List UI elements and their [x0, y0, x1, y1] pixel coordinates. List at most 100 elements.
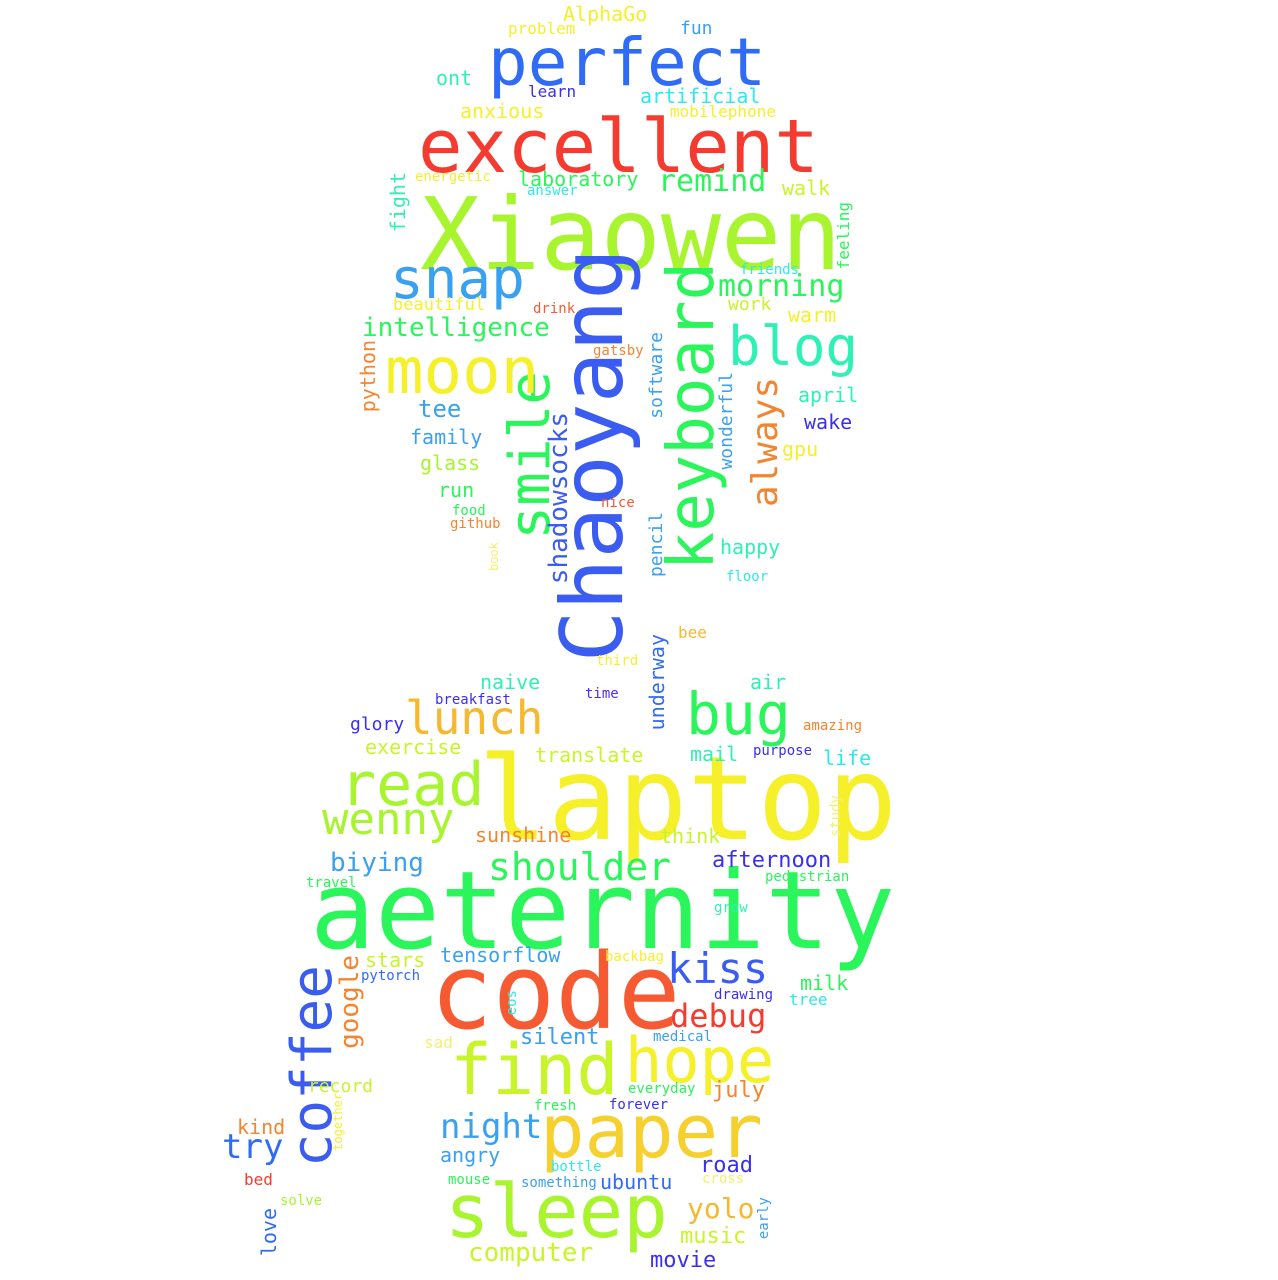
word-tensorflow: tensorflow	[440, 943, 561, 967]
word-eos: eos	[504, 990, 520, 1016]
word-bottle: bottle	[551, 1159, 602, 1175]
word-music: music	[680, 1224, 747, 1249]
word-afternoon: afternoon	[712, 848, 832, 873]
word-beautiful: beautiful	[393, 295, 486, 315]
word-exercise: exercise	[365, 735, 462, 759]
word-alphago: AlphaGo	[563, 2, 648, 26]
word-work: work	[728, 294, 772, 315]
word-software: software	[646, 332, 667, 419]
word-record: record	[308, 1076, 374, 1097]
word-life: life	[823, 746, 872, 770]
word-problem: problem	[508, 19, 576, 38]
word-ont: ont	[436, 66, 473, 90]
word-github: github	[450, 516, 501, 532]
word-laboratory: laboratory	[518, 167, 639, 191]
word-amazing: amazing	[803, 718, 863, 734]
word-family: family	[410, 425, 483, 449]
word-glass: glass	[420, 451, 481, 475]
word-mail: mail	[690, 742, 739, 766]
word-shadowsocks: shadowsocks	[544, 412, 574, 585]
word-mobilephone: mobilephone	[670, 102, 776, 121]
word-together: together	[331, 1093, 345, 1151]
word-morning: morning	[718, 269, 845, 304]
word-intelligence: intelligence	[362, 313, 550, 343]
word-forever: forever	[609, 1097, 669, 1113]
word-book: book	[487, 542, 501, 571]
word-third: third	[596, 653, 639, 669]
word-food: food	[452, 503, 486, 519]
word-hope: hope	[625, 1024, 775, 1097]
word-pytorch: pytorch	[361, 968, 421, 984]
word-walk: walk	[782, 176, 831, 200]
word-answer: answer	[527, 183, 578, 199]
word-night: night	[440, 1107, 543, 1147]
word-purpose: purpose	[753, 743, 813, 759]
word-read: read	[340, 750, 485, 820]
word-kiss: kiss	[667, 944, 769, 993]
word-always: always	[745, 377, 786, 508]
word-think: think	[660, 824, 721, 848]
word-find: find	[450, 1029, 619, 1111]
word-milk: milk	[800, 971, 849, 995]
word-remind: remind	[658, 164, 767, 199]
word-bug: bug	[686, 680, 791, 748]
word-cross: cross	[702, 1171, 745, 1187]
word-translate: translate	[535, 743, 644, 767]
word-energetic: energetic	[415, 169, 491, 185]
word-time: time	[585, 686, 619, 702]
word-happy: happy	[720, 535, 781, 559]
word-lunch: lunch	[405, 691, 544, 745]
word-gpu: gpu	[782, 437, 819, 461]
word-ubuntu: ubuntu	[600, 1170, 673, 1194]
word-april: april	[798, 383, 859, 407]
word-pencil: pencil	[646, 512, 667, 578]
word-feeling: feeling	[834, 202, 853, 270]
word-grow: grow	[714, 900, 748, 916]
word-pedestrian: pedestrian	[765, 869, 850, 885]
word-code: code	[430, 931, 681, 1053]
word-wake: wake	[804, 410, 853, 434]
word-drawing: drawing	[714, 987, 774, 1003]
word-movie: movie	[650, 1248, 717, 1273]
word-kind: kind	[237, 1115, 286, 1139]
word-fresh: fresh	[534, 1098, 577, 1114]
word-nice: nice	[601, 495, 635, 511]
word-tee: tee	[418, 395, 462, 423]
word-tree: tree	[789, 990, 828, 1009]
word-aeternity: aeternity	[310, 849, 896, 974]
word-perfect: perfect	[488, 24, 767, 101]
word-artificial: artificial	[640, 84, 761, 108]
word-angry: angry	[440, 1143, 501, 1167]
word-study: study	[828, 795, 844, 838]
word-warm: warm	[788, 303, 837, 327]
word-moon: moon	[385, 335, 540, 409]
word-travel: travel	[306, 875, 357, 891]
word-xiaowen: Xiaowen	[420, 176, 842, 293]
word-bee: bee	[678, 623, 707, 642]
word-love: love	[257, 1208, 281, 1257]
word-anxious: anxious	[460, 99, 545, 123]
word-silent: silent	[520, 1025, 600, 1050]
word-everyday: everyday	[628, 1081, 696, 1097]
word-sleep: sleep	[445, 1169, 668, 1255]
word-sad: sad	[424, 1033, 453, 1052]
word-july: july	[712, 1078, 765, 1103]
word-learn: learn	[528, 82, 577, 101]
word-yolo: yolo	[687, 1192, 755, 1225]
word-debug: debug	[670, 997, 767, 1035]
word-sunshine: sunshine	[475, 823, 572, 847]
word-early: early	[756, 1197, 772, 1240]
word-something: something	[521, 1175, 597, 1191]
word-breakfast: breakfast	[435, 692, 511, 708]
word-wonderful: wonderful	[716, 372, 737, 470]
word-friends: friends	[740, 262, 800, 278]
word-python: python	[356, 340, 380, 413]
word-drink: drink	[533, 301, 576, 317]
word-try: try	[222, 1127, 284, 1167]
word-solve: solve	[280, 1193, 323, 1209]
word-keyboard: keyboard	[655, 262, 729, 571]
word-shoulder: shoulder	[488, 845, 672, 889]
word-fight: fight	[386, 172, 410, 233]
word-gatsby: gatsby	[593, 343, 644, 359]
word-glory: glory	[350, 714, 405, 735]
